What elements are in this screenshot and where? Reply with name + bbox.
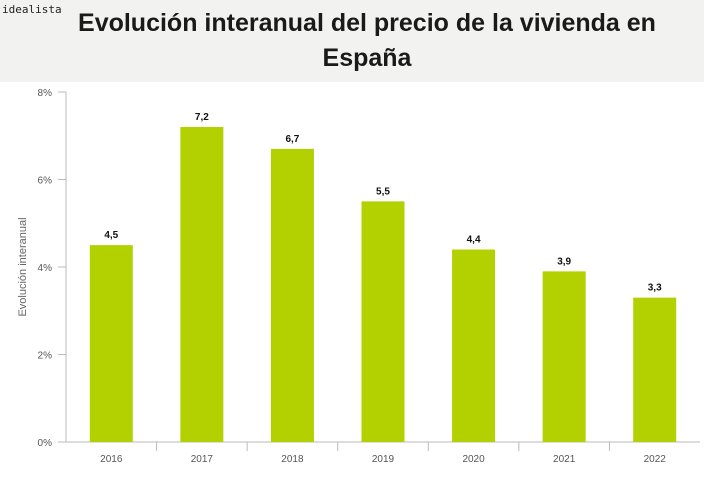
data-label-2019: 5,5 [376,186,390,197]
y-tick-label: 4% [38,263,53,274]
data-label-2022: 3,3 [648,283,662,294]
brand-logo: idealista [2,3,62,16]
x-tick-label: 2018 [281,454,304,465]
chart-header: idealista Evolución interanual del preci… [0,0,704,82]
bar-2019 [361,201,405,442]
data-label-2018: 6,7 [285,134,299,145]
y-tick-label: 0% [38,438,53,449]
y-axis-label: Evolución interanual [17,217,29,316]
chart-title: Evolución interanual del precio de la vi… [78,9,656,72]
x-tick-label: 2017 [191,454,214,465]
bar-2022 [633,297,677,442]
x-tick-label: 2020 [462,454,485,465]
bar-2017 [180,127,224,442]
x-tick-label: 2021 [553,454,576,465]
bar-2021 [542,271,586,442]
data-label-2016: 4,5 [104,230,118,241]
data-label-2020: 4,4 [467,235,481,246]
bar-2020 [452,249,496,442]
x-tick-label: 2022 [644,454,667,465]
bar-2016 [89,245,133,442]
x-tick-label: 2019 [372,454,395,465]
x-tick-label: 2016 [100,454,123,465]
y-tick-label: 8% [38,88,53,99]
y-tick-label: 6% [38,176,53,187]
data-label-2017: 7,2 [195,112,209,123]
bar-2018 [270,148,314,442]
data-label-2021: 3,9 [557,256,571,267]
y-tick-label: 2% [38,351,53,362]
